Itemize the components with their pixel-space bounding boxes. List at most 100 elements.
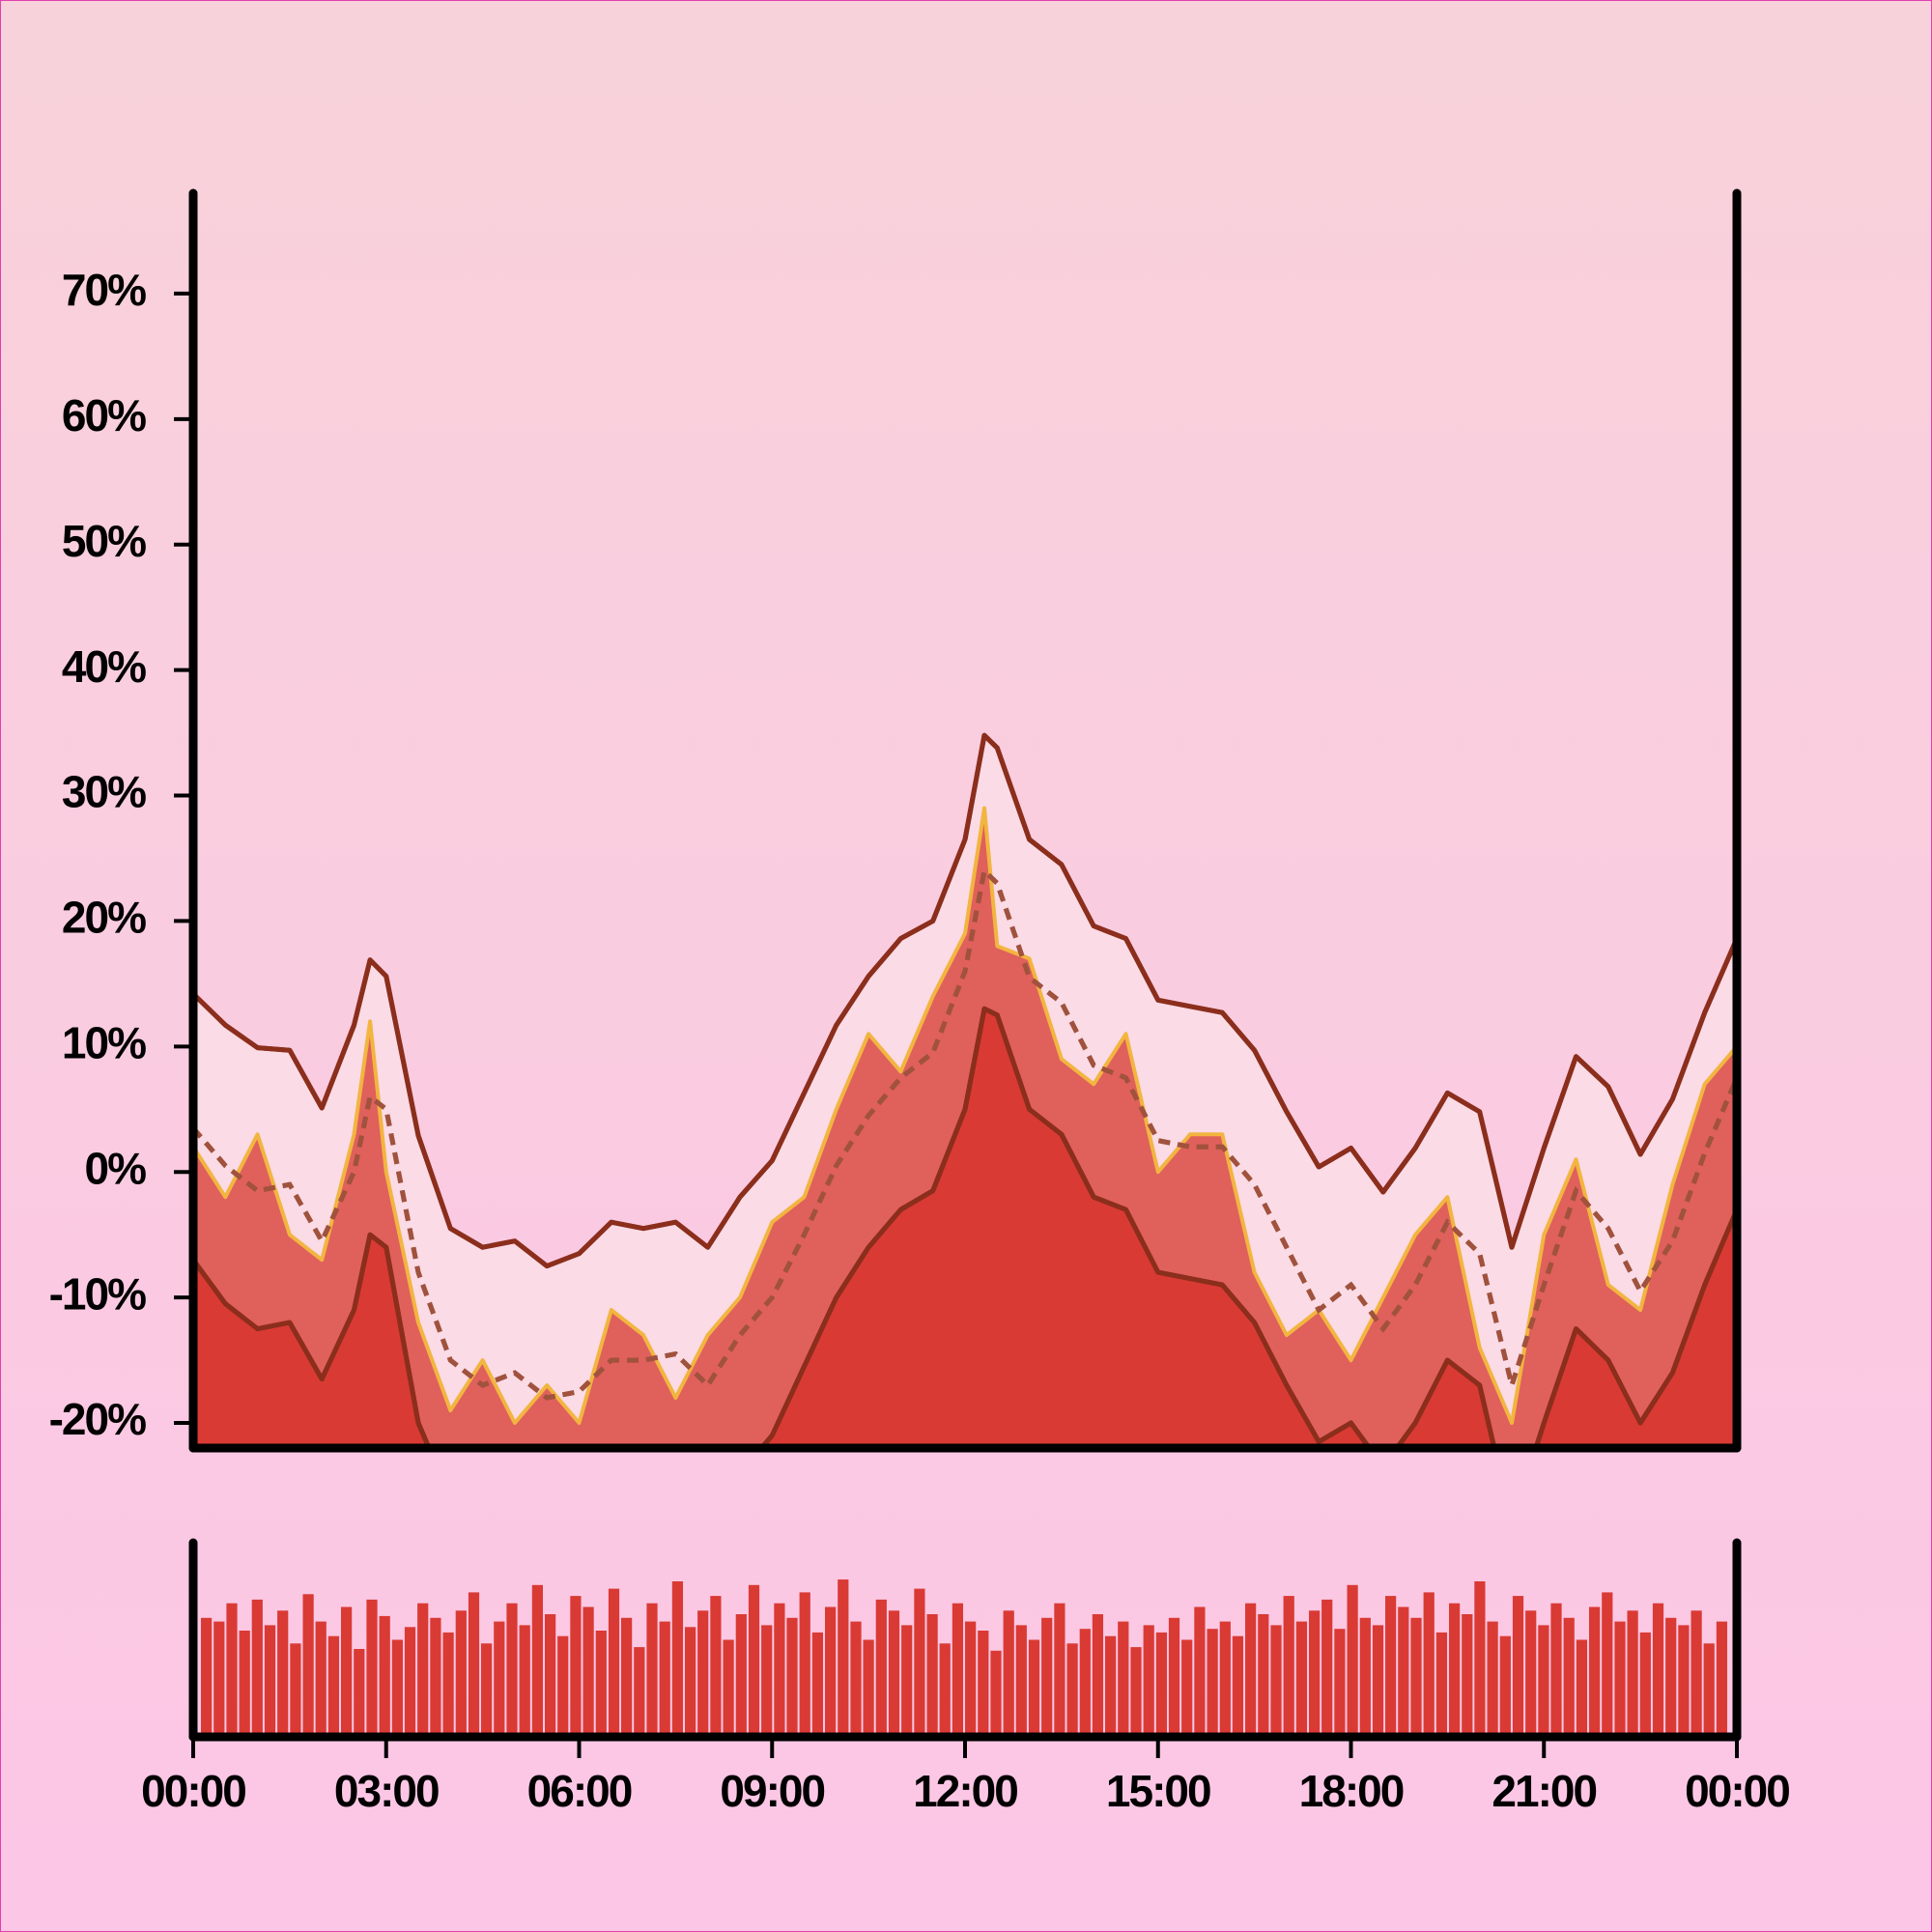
volume-bar [735, 1614, 747, 1737]
volume-bar [213, 1621, 225, 1737]
volume-bar [965, 1621, 977, 1737]
volume-bar [1589, 1606, 1601, 1737]
volume-bar [978, 1631, 989, 1737]
y-tick-label: 10% [62, 1017, 146, 1067]
volume-bar [811, 1632, 824, 1737]
volume-bar [582, 1606, 594, 1737]
volume-bar [723, 1639, 734, 1737]
volume-bar [1270, 1625, 1282, 1737]
y-tick-label: -10% [49, 1268, 146, 1319]
y-tick-label: 70% [62, 265, 146, 315]
volume-bar [1028, 1639, 1040, 1737]
volume-bar [939, 1643, 951, 1737]
volume-bar [391, 1639, 404, 1737]
x-tick-label: 12:00 [913, 1766, 1017, 1816]
volume-bar [888, 1610, 900, 1737]
x-tick-label: 03:00 [334, 1766, 439, 1816]
volume-bar [914, 1588, 925, 1737]
volume-bar [1295, 1621, 1308, 1737]
y-tick-label: -20% [49, 1394, 146, 1444]
volume-bar [1181, 1639, 1193, 1737]
volume-bar [1372, 1625, 1384, 1737]
volume-bar [366, 1599, 378, 1737]
volume-bar [710, 1596, 722, 1737]
volume-bar [417, 1603, 429, 1737]
volume-bar [1118, 1621, 1129, 1737]
volume-bar [1703, 1643, 1715, 1737]
volume-bar [1003, 1610, 1014, 1737]
x-tick-label: 06:00 [527, 1766, 632, 1816]
volume-bar [595, 1631, 607, 1737]
volume-bar [557, 1635, 569, 1737]
volume-bar [1474, 1581, 1486, 1737]
volume-bar [1665, 1617, 1677, 1737]
y-tick-label: 20% [62, 893, 146, 943]
volume-bar [354, 1649, 365, 1737]
volume-bar [1309, 1610, 1321, 1737]
volume-bar [1015, 1625, 1027, 1737]
y-tick-label: 50% [62, 516, 146, 566]
volume-bar [1219, 1621, 1231, 1737]
volume-bar [838, 1579, 849, 1737]
volume-bar [264, 1625, 276, 1737]
axes: -20% -10% 0% 10% 20% 30% 40% 50% 60% 70% 00:00 03:0… [49, 188, 1791, 1816]
volume-bar [1602, 1592, 1613, 1737]
volume-bar [226, 1603, 238, 1737]
volume-bar [290, 1643, 301, 1737]
volume-bar [697, 1610, 709, 1737]
volume-bar [201, 1617, 213, 1737]
volume-bar [1334, 1629, 1346, 1737]
x-tick-label: 18:00 [1299, 1766, 1404, 1816]
line [197, 866, 1733, 1401]
x-tick-label: 00:00 [1685, 1766, 1789, 1816]
volume-bar [1155, 1632, 1168, 1737]
volume-bar [901, 1625, 913, 1737]
volume-bar [341, 1606, 353, 1737]
volume-bar [1563, 1617, 1575, 1737]
volume-bar [863, 1639, 874, 1737]
volume-bar [1525, 1610, 1537, 1737]
volume-area [201, 1579, 1728, 1737]
volume-bar [1690, 1610, 1702, 1737]
volume-bar [302, 1594, 314, 1737]
volume-bar [1347, 1584, 1358, 1737]
volume-bar [1550, 1603, 1562, 1737]
volume-bar [761, 1625, 773, 1737]
volume-bar [277, 1610, 289, 1737]
volume-bar [1359, 1617, 1371, 1737]
volume-bar [1398, 1606, 1409, 1737]
volume-bar [952, 1603, 964, 1737]
volume-bar [1462, 1614, 1473, 1737]
volume-bar [404, 1627, 416, 1737]
volume-bar [825, 1606, 837, 1737]
volume-bar [1678, 1625, 1690, 1737]
volume-bar [455, 1610, 467, 1737]
volume-bar [646, 1603, 658, 1737]
volume-bar [1245, 1603, 1257, 1737]
volume-bar [1639, 1632, 1651, 1737]
volume-bar [850, 1621, 862, 1737]
volume-bar [1283, 1596, 1294, 1737]
volume-bar [671, 1581, 684, 1737]
volume-bar [1321, 1599, 1333, 1737]
y-tick-label: 30% [62, 767, 146, 817]
volume-bar [1716, 1621, 1728, 1737]
line [197, 732, 1733, 1269]
x-tick-label: 21:00 [1492, 1766, 1596, 1816]
volume-bar [926, 1614, 938, 1737]
y-tick-label: 60% [62, 390, 146, 440]
volume-bar [1449, 1603, 1461, 1737]
volume-bar [1207, 1629, 1218, 1737]
volume-bar [621, 1617, 633, 1737]
volume-bar [251, 1599, 263, 1737]
volume-bar [315, 1621, 327, 1737]
volume-bar [519, 1625, 530, 1737]
line [197, 806, 1733, 1425]
volume-bar [1423, 1592, 1435, 1737]
volume-bar [1410, 1617, 1422, 1737]
volume-bar [1435, 1632, 1448, 1737]
volume-bar [1130, 1647, 1142, 1737]
volume-bar [494, 1621, 505, 1737]
volume-bar [1385, 1596, 1397, 1737]
volume-bar [379, 1615, 390, 1737]
